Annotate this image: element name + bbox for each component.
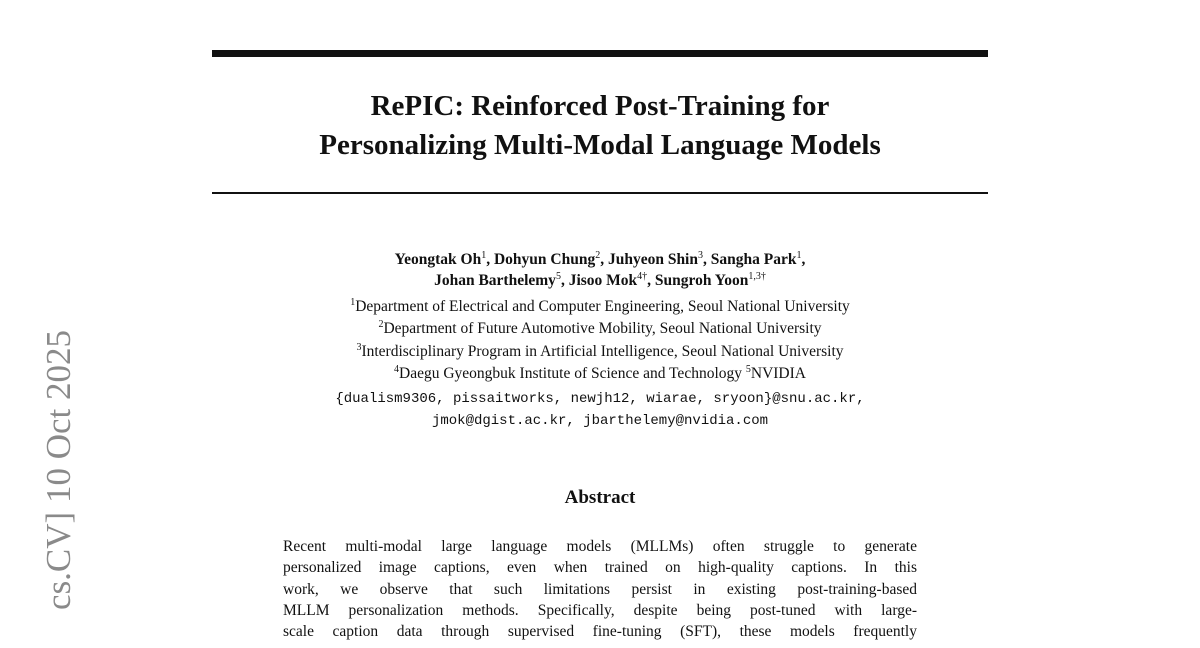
title-rule	[212, 192, 988, 194]
separator: ,	[703, 251, 711, 268]
affiliation: Department of Future Automotive Mobility…	[383, 320, 822, 338]
abstract-body: Recent multi-modal large language models…	[283, 536, 917, 642]
affiliation-line: 2Department of Future Automotive Mobilit…	[0, 318, 1200, 340]
affiliation-line: 3Interdisciplinary Program in Artificial…	[0, 341, 1200, 363]
author-name: Sangha Park	[710, 251, 797, 268]
abstract-line: scale caption data through supervised fi…	[283, 623, 917, 641]
author-mark: 1	[481, 250, 487, 261]
affiliation-mark: 4	[394, 364, 400, 376]
author-line: Johan Barthelemy5, Jisoo Mok4†, Sungroh …	[0, 270, 1200, 291]
author-name: Yeongtak Oh	[394, 251, 482, 268]
author-name: Jisoo Mok	[568, 272, 638, 289]
title-line: RePIC: Reinforced Post-Training for	[370, 90, 830, 122]
separator: ,	[600, 251, 608, 268]
abstract-line: personalized image captions, even when t…	[283, 559, 917, 577]
abstract-line: Recent multi-modal large language models…	[283, 538, 917, 555]
arxiv-id: cs.CV] 10 Oct 2025	[39, 330, 78, 610]
separator: ,	[560, 272, 569, 289]
affiliation-line: 4Daegu Gyeongbuk Institute of Science an…	[0, 363, 1200, 385]
email-line: jmok@dgist.ac.kr, jbarthelemy@nvidia.com	[431, 413, 769, 429]
title-line: Personalizing Multi-Modal Language Model…	[319, 129, 881, 161]
abstract-heading: Abstract	[564, 487, 636, 508]
affiliation-mark: 5	[745, 364, 751, 376]
author-name: Sungroh Yoon	[654, 272, 749, 289]
abstract-line: work, we observe that such limitations p…	[283, 580, 917, 598]
arxiv-stamp: cs.CV] 10 Oct 2025	[39, 330, 78, 610]
author-name: Johan Barthelemy	[434, 272, 556, 289]
affiliation-mark: 3	[356, 341, 362, 353]
author-mark: 1,3†	[748, 271, 766, 282]
affiliation-mark: 1	[350, 297, 356, 308]
affiliation: Daegu Gyeongbuk Institute of Science and…	[399, 365, 746, 383]
author-mark: 5	[555, 271, 561, 282]
author-mark: 3	[698, 250, 703, 261]
affiliation: Interdisciplinary Program in Artificial …	[361, 342, 844, 360]
affiliation-mark: 2	[378, 319, 384, 331]
author-mark: 4†	[637, 271, 648, 282]
affiliation: Department of Electrical and Computer En…	[355, 298, 850, 315]
author-line: Yeongtak Oh1, Dohyun Chung2, Juhyeon Shi…	[0, 249, 1200, 270]
affiliation: NVIDIA	[750, 365, 806, 383]
emails: {dualism9306, pissaitworks, newjh12, wia…	[0, 388, 1200, 432]
affiliation-line: 1Department of Electrical and Computer E…	[0, 296, 1200, 318]
top-rule	[212, 50, 988, 57]
separator: ,	[647, 272, 655, 289]
separator: ,	[486, 251, 494, 268]
title: RePIC: Reinforced Post-Training for Perso…	[0, 87, 1200, 165]
separator: ,	[801, 251, 806, 268]
author-mark: 2	[595, 250, 601, 261]
author-name: Juhyeon Shin	[607, 251, 698, 268]
abstract-line: MLLM personalization methods. Specifical…	[283, 601, 917, 619]
email-line: {dualism9306, pissaitworks, newjh12, wia…	[335, 391, 865, 407]
author-mark: 1	[796, 250, 802, 261]
authors: Yeongtak Oh1, Dohyun Chung2, Juhyeon Shi…	[0, 249, 1200, 291]
affiliations: 1Department of Electrical and Computer E…	[0, 296, 1200, 386]
author-name: Dohyun Chung	[493, 251, 596, 268]
